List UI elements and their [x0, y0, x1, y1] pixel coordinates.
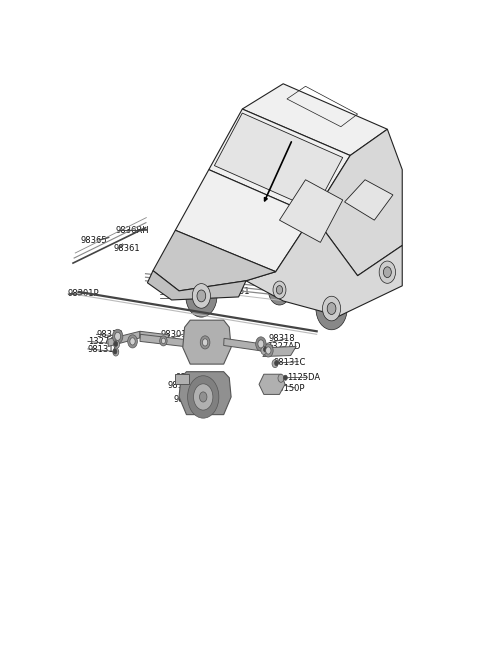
Text: 98365: 98365	[81, 236, 107, 245]
Text: 98100: 98100	[173, 396, 200, 405]
Polygon shape	[263, 346, 296, 357]
Polygon shape	[140, 331, 168, 341]
Text: 1125DA: 1125DA	[287, 373, 320, 382]
Circle shape	[261, 346, 267, 354]
Circle shape	[327, 302, 336, 314]
Circle shape	[192, 283, 210, 308]
Circle shape	[272, 359, 278, 367]
Text: 1327AD: 1327AD	[88, 337, 121, 346]
Circle shape	[113, 348, 119, 356]
Circle shape	[264, 344, 273, 357]
Circle shape	[264, 347, 267, 352]
Polygon shape	[153, 230, 276, 291]
Circle shape	[273, 281, 286, 298]
Circle shape	[379, 261, 396, 283]
Polygon shape	[345, 180, 393, 220]
Polygon shape	[224, 338, 273, 352]
Text: 98301D: 98301D	[160, 330, 193, 338]
Circle shape	[323, 297, 341, 321]
Polygon shape	[147, 271, 246, 300]
Text: 98301P: 98301P	[67, 289, 99, 298]
Circle shape	[275, 361, 278, 365]
Circle shape	[197, 290, 206, 302]
Text: 9835LH: 9835LH	[222, 264, 255, 273]
Polygon shape	[209, 109, 350, 215]
Circle shape	[316, 287, 347, 330]
Polygon shape	[175, 374, 190, 384]
Polygon shape	[108, 331, 140, 346]
Text: 98131C: 98131C	[88, 345, 120, 354]
Circle shape	[128, 335, 137, 348]
Circle shape	[112, 329, 123, 343]
Text: 98131C: 98131C	[274, 358, 306, 367]
Circle shape	[130, 338, 135, 345]
Text: 98318: 98318	[268, 335, 295, 343]
Text: 1327AD: 1327AD	[267, 342, 300, 352]
Circle shape	[161, 338, 166, 344]
Polygon shape	[242, 84, 387, 155]
Circle shape	[265, 347, 271, 354]
Polygon shape	[179, 372, 231, 415]
Polygon shape	[259, 374, 285, 394]
Circle shape	[113, 349, 117, 354]
Text: 98160C: 98160C	[168, 381, 200, 390]
Circle shape	[114, 341, 118, 346]
Circle shape	[114, 340, 120, 348]
Circle shape	[268, 275, 291, 305]
Polygon shape	[175, 170, 313, 272]
Polygon shape	[246, 215, 402, 316]
Circle shape	[384, 267, 391, 277]
Circle shape	[160, 336, 167, 346]
Circle shape	[276, 285, 283, 294]
Text: 98351: 98351	[224, 287, 250, 297]
Polygon shape	[313, 129, 402, 276]
Text: 98318: 98318	[96, 330, 123, 338]
Circle shape	[284, 375, 288, 380]
Text: 98150P: 98150P	[274, 384, 305, 394]
Circle shape	[278, 374, 284, 382]
Polygon shape	[215, 113, 343, 210]
Polygon shape	[279, 180, 343, 242]
Circle shape	[203, 338, 208, 346]
Polygon shape	[140, 335, 206, 349]
Circle shape	[258, 340, 264, 348]
Circle shape	[373, 253, 401, 291]
Circle shape	[186, 275, 217, 317]
Polygon shape	[183, 320, 231, 364]
Circle shape	[200, 336, 210, 349]
Text: 9836RH: 9836RH	[116, 226, 149, 235]
Circle shape	[193, 384, 213, 410]
Text: 98361: 98361	[114, 244, 141, 253]
Text: 98355: 98355	[198, 279, 224, 288]
Circle shape	[256, 337, 266, 351]
Circle shape	[115, 333, 120, 340]
Circle shape	[188, 376, 219, 418]
Text: 98200: 98200	[175, 373, 202, 382]
Circle shape	[200, 392, 207, 402]
